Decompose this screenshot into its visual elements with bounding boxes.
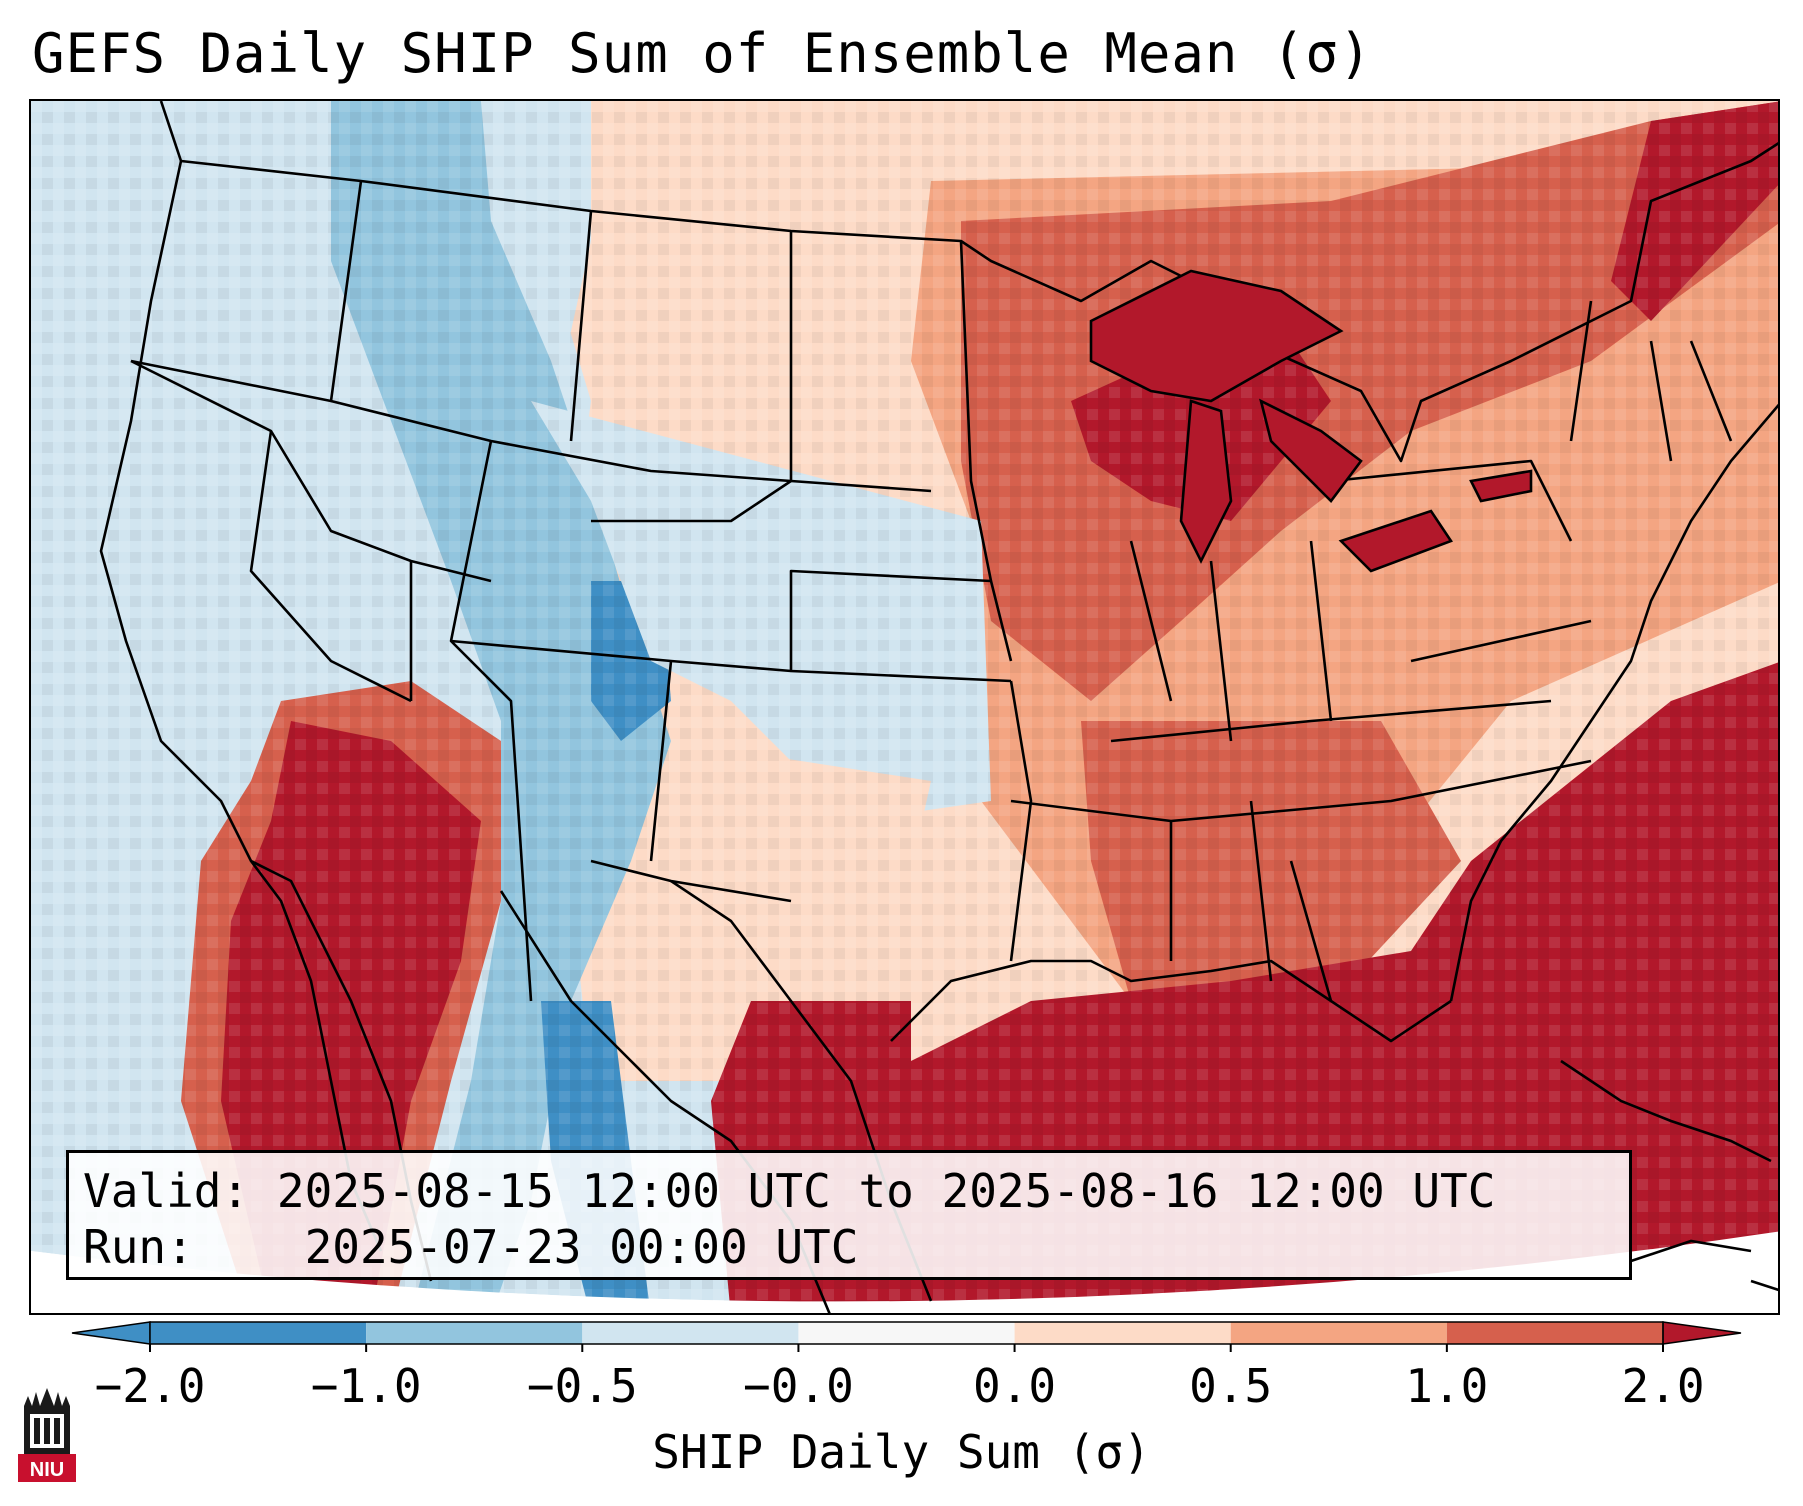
colorbar-tick-label: 2.0 (1621, 1359, 1705, 1413)
run-time: 2025-07-23 00:00 UTC (304, 1220, 859, 1274)
run-label: Run: (83, 1220, 194, 1274)
colorbar-label: SHIP Daily Sum (σ) (652, 1425, 1151, 1479)
colorbar-segments (71, 1321, 1742, 1352)
colorbar-segment (1230, 1322, 1447, 1344)
great-lakes (1089, 269, 1533, 573)
colorbar-tick-label: 1.0 (1405, 1359, 1489, 1413)
colorbar-tick-label: −0.0 (743, 1359, 854, 1413)
colorbar-segment (798, 1322, 1015, 1344)
validity-info-box: Valid: 2025-08-15 12:00 UTC to 2025-08-1… (66, 1150, 1632, 1280)
caribbean-islands (1560, 1059, 1778, 1292)
colorbar-tick-label: −2.0 (94, 1359, 206, 1413)
colorbar-segment (1014, 1322, 1231, 1344)
colorbar-tick-label: 0.5 (1189, 1359, 1273, 1413)
niu-logo-text: NIU (30, 1459, 64, 1481)
colorbar-segment (582, 1322, 799, 1344)
colorbar-extend-low (71, 1321, 151, 1345)
colorbar-tick-label: −0.5 (526, 1359, 638, 1413)
colorbar-segment (366, 1322, 583, 1344)
colorbar (71, 1321, 1742, 1352)
colorbar-extend-high (1662, 1321, 1742, 1345)
colorbar-segment (150, 1322, 367, 1344)
valid-range: 2025-08-15 12:00 UTC to 2025-08-16 12:00… (276, 1164, 1496, 1218)
niu-logo: NIU (18, 1388, 76, 1482)
map-panel (29, 99, 1780, 1315)
chart-title: GEFS Daily SHIP Sum of Ensemble Mean (σ) (32, 22, 1373, 85)
valid-label: Valid: (83, 1164, 250, 1218)
anomaly-map (31, 101, 1778, 1313)
colorbar-segment (1446, 1322, 1663, 1344)
colorbar-tick-label: 0.0 (973, 1359, 1057, 1413)
colorbar-tick-label: −1.0 (310, 1359, 422, 1413)
